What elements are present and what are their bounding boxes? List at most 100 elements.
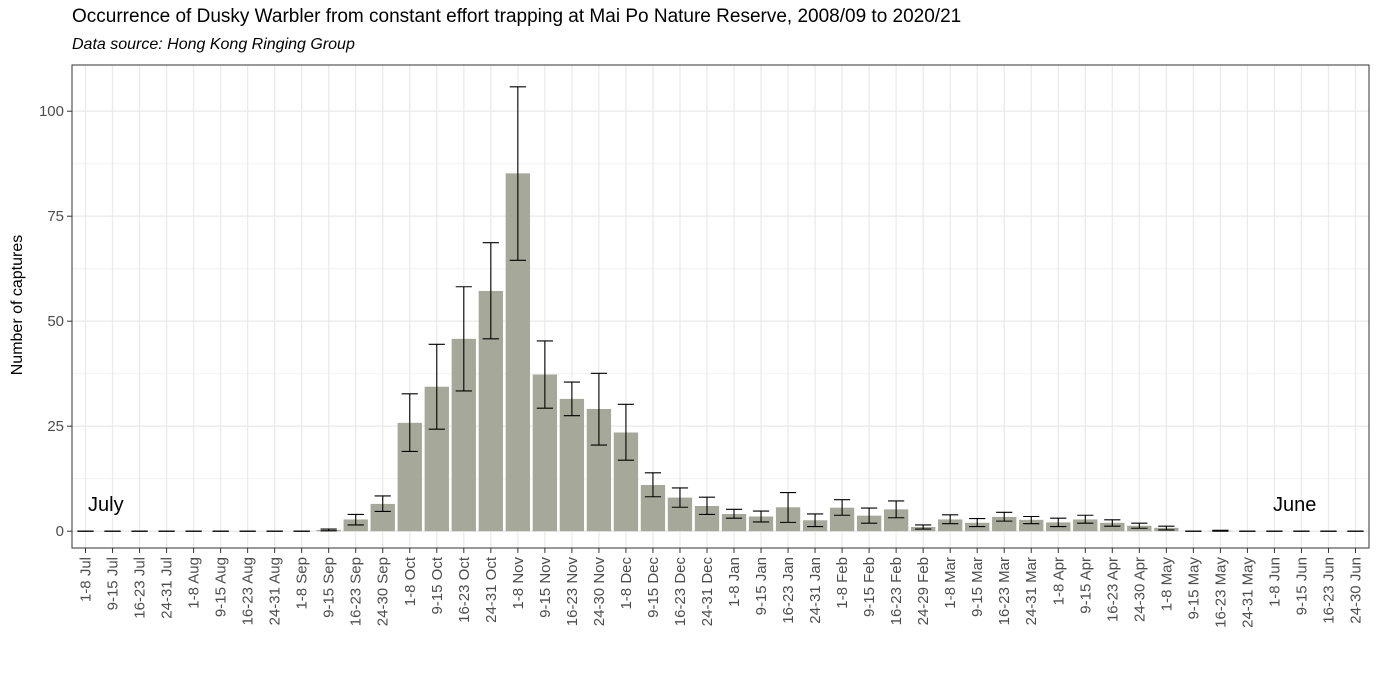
grid-lines xyxy=(72,65,1369,548)
error-bars xyxy=(77,86,1364,532)
x-tick-label: 9-15 May xyxy=(1185,557,1202,620)
plot-background xyxy=(72,65,1369,548)
x-tick-label: 1-8 Apr xyxy=(1050,557,1067,605)
x-tick-label: 9-15 Aug xyxy=(213,557,230,617)
error-bar xyxy=(509,86,526,261)
chart-title: Occurrence of Dusky Warbler from constan… xyxy=(72,6,962,27)
error-bar xyxy=(536,340,553,409)
error-bar xyxy=(888,500,905,519)
y-axis-title: Number of captures xyxy=(9,235,26,376)
x-tick-label: 16-23 Dec xyxy=(672,557,689,627)
x-tick-label: 16-23 Oct xyxy=(456,556,473,623)
x-tick-label: 24-31 Oct xyxy=(483,556,500,623)
annotation-july: July xyxy=(88,494,124,516)
error-bar xyxy=(1212,529,1229,532)
error-bar xyxy=(563,381,580,417)
error-bar xyxy=(861,507,878,524)
x-tick-label: 24-31 May xyxy=(1239,557,1256,628)
error-bar xyxy=(969,518,986,528)
error-bar xyxy=(806,513,824,528)
y-tick-label: 25 xyxy=(47,418,64,435)
bar xyxy=(559,398,585,532)
x-tick-label: 24-31 Aug xyxy=(267,557,284,625)
error-bar xyxy=(1158,525,1175,531)
bar xyxy=(829,507,855,532)
bar xyxy=(938,519,963,532)
x-axis-ticks: 1-8 Jul 9-15 Jul 16-23 Jul 24-31 Jul 1-8 Aug… xyxy=(78,548,1364,628)
x-tick-label: 1-8 Dec xyxy=(618,557,635,610)
x-tick-label: 9-15 Oct xyxy=(429,556,446,614)
x-tick-label: 1-8 Oct xyxy=(402,556,419,606)
x-tick-label: 24-31 Dec xyxy=(699,557,716,627)
x-tick-label: 1-8 Feb xyxy=(834,557,851,609)
x-tick-label: 1-8 Jan xyxy=(726,557,743,607)
bar xyxy=(748,516,774,532)
x-tick-label: 16-23 May xyxy=(1212,557,1229,628)
x-tick-label: 16-23 Jul xyxy=(132,557,149,619)
x-tick-label: 9-15 Jul xyxy=(105,557,122,610)
error-bar xyxy=(725,508,743,519)
error-bar xyxy=(428,343,445,430)
x-tick-label: 1-8 Aug xyxy=(186,557,203,609)
error-bar xyxy=(1077,514,1094,524)
x-tick-label: 9-15 Apr xyxy=(1077,557,1094,614)
error-bar xyxy=(1023,515,1040,525)
x-tick-label: 16-23 Feb xyxy=(888,557,905,625)
y-tick-label: 50 xyxy=(47,313,64,330)
bar xyxy=(1100,522,1125,532)
x-tick-label: 9-15 Jan xyxy=(753,557,770,615)
error-bar xyxy=(833,499,851,516)
error-bar xyxy=(779,492,797,523)
x-tick-label: 9-15 Dec xyxy=(645,557,662,618)
error-bar xyxy=(374,495,391,513)
error-bar xyxy=(698,496,716,515)
y-tick-label: 0 xyxy=(56,523,64,540)
error-bar xyxy=(644,472,662,498)
y-axis-ticks: 0 25 50 75 100 xyxy=(39,103,72,540)
error-bar xyxy=(1050,517,1067,528)
error-bar xyxy=(1104,519,1121,527)
error-bar xyxy=(915,524,932,530)
error-bar xyxy=(455,286,472,392)
error-bar xyxy=(671,487,689,508)
x-tick-label: 1-8 May xyxy=(1158,557,1175,612)
error-bar xyxy=(482,242,499,340)
error-bar xyxy=(401,393,418,452)
error-bar xyxy=(996,511,1013,522)
x-tick-label: 16-23 Nov xyxy=(564,557,581,627)
x-tick-label: 16-23 Jun xyxy=(1320,557,1337,624)
x-tick-label: 1-8 Jul xyxy=(78,557,95,602)
bar xyxy=(992,516,1017,532)
x-tick-label: 16-23 Apr xyxy=(1104,557,1121,622)
error-bar xyxy=(347,513,364,526)
bar xyxy=(883,509,909,532)
annotation-june: June xyxy=(1273,494,1316,516)
bar xyxy=(1073,519,1098,532)
panel-border xyxy=(71,64,1370,549)
x-tick-label: 1-8 Sep xyxy=(294,557,311,610)
x-tick-label: 24-31 Jul xyxy=(159,557,176,619)
chart-subtitle: Data source: Hong Kong Ringing Group xyxy=(72,36,355,53)
error-bar xyxy=(320,528,337,532)
error-bar xyxy=(590,372,608,446)
x-tick-label: 16-23 Aug xyxy=(240,557,257,625)
x-tick-label: 24-30 Apr xyxy=(1131,557,1148,622)
x-tick-label: 9-15 Mar xyxy=(969,557,986,617)
error-bar xyxy=(942,514,959,525)
x-tick-label: 16-23 Mar xyxy=(996,557,1013,625)
x-tick-label: 1-8 Nov xyxy=(510,557,527,610)
x-tick-label: 9-15 Sep xyxy=(321,557,338,618)
x-tick-label: 1-8 Jun xyxy=(1266,557,1283,607)
x-tick-label: 24-29 Feb xyxy=(915,557,932,625)
x-tick-label: 9-15 Jun xyxy=(1293,557,1310,615)
x-tick-label: 24-31 Jan xyxy=(807,557,824,624)
x-tick-label: 24-30 Nov xyxy=(591,557,608,627)
x-tick-label: 24-30 Sep xyxy=(375,557,392,626)
error-bar xyxy=(752,510,770,523)
x-tick-label: 9-15 Feb xyxy=(861,557,878,617)
x-tick-label: 16-23 Jan xyxy=(780,557,797,624)
error-bar xyxy=(617,403,635,461)
x-tick-label: 9-15 Nov xyxy=(537,557,554,618)
y-tick-label: 100 xyxy=(39,103,64,120)
